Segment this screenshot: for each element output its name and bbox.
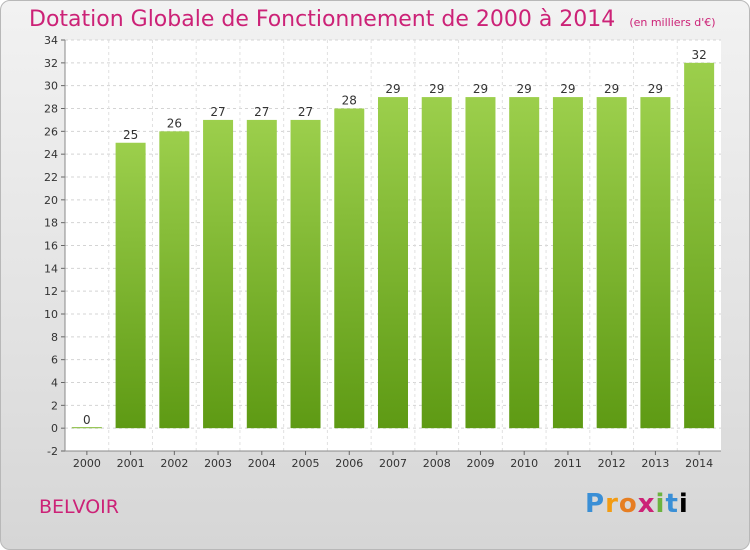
bar [115,142,146,429]
x-tick-label: 2004 [248,457,276,470]
bar [465,97,496,429]
logo-letter: t [665,489,679,519]
bar-value-label: 25 [123,128,138,142]
y-tick-label: -2 [47,445,58,458]
bar-value-label: 29 [648,82,663,96]
bar [421,97,452,429]
y-tick-label: 12 [44,285,58,298]
bar-value-label: 29 [385,82,400,96]
bar [596,97,627,429]
bar [684,62,715,429]
bar [246,119,277,429]
chart-title: Dotation Globale de Fonctionnement de 20… [29,7,716,32]
bar-value-label: 32 [691,48,706,62]
bar [203,119,234,429]
bar [71,427,102,429]
bar [159,131,190,429]
x-tick-label: 2005 [292,457,320,470]
x-tick-label: 2007 [379,457,407,470]
logo-letter: i [655,489,666,519]
x-tick-label: 2000 [73,457,101,470]
bar-value-label: 29 [429,82,444,96]
bar [378,97,408,429]
logo-letter: x [637,489,656,519]
y-tick-label: 30 [44,80,58,93]
logo-letter: r [605,489,619,519]
y-tick-label: 2 [51,399,58,412]
bar-value-label: 27 [254,105,269,119]
bar-value-label: 0 [83,413,91,427]
x-tick-label: 2011 [554,457,582,470]
y-tick-label: 32 [44,57,58,70]
y-tick-label: 24 [44,148,58,161]
x-tick-label: 2013 [641,457,669,470]
bar-value-label: 27 [298,105,313,119]
x-tick-label: 2006 [335,457,363,470]
bar-value-label: 26 [167,116,182,130]
x-tick-label: 2012 [598,457,626,470]
bar-value-label: 27 [210,105,225,119]
bar [334,108,365,429]
title-text: Dotation Globale de Fonctionnement de 20… [29,7,616,32]
bar-value-label: 29 [560,82,575,96]
bar [290,119,321,429]
logo-letter: o [618,489,638,519]
bar-value-label: 29 [473,82,488,96]
unit-note: (en milliers d'€) [629,16,716,29]
x-tick-label: 2003 [204,457,232,470]
logo-letter: P [585,489,606,519]
y-tick-label: 8 [51,331,58,344]
bar [509,97,540,429]
logo-letter: i [678,489,689,519]
y-tick-label: 14 [44,262,58,275]
y-tick-label: 0 [51,422,58,435]
bar-value-label: 29 [517,82,532,96]
x-tick-label: 2008 [423,457,451,470]
bar [640,97,671,429]
bar-value-label: 28 [342,94,357,108]
y-tick-label: 34 [44,34,58,47]
y-tick-label: 6 [51,354,58,367]
proxiti-logo: Proxiti [585,489,689,519]
x-tick-label: 2014 [685,457,713,470]
y-tick-label: 28 [44,103,58,116]
y-tick-label: 20 [44,194,58,207]
y-tick-label: 26 [44,125,58,138]
x-tick-label: 2010 [510,457,538,470]
commune-name: BELVOIR [39,496,119,518]
x-tick-label: 2002 [160,457,188,470]
bar-value-label: 29 [604,82,619,96]
y-tick-label: 10 [44,308,58,321]
bar [552,97,583,429]
y-tick-label: 22 [44,171,58,184]
y-tick-label: 18 [44,217,58,230]
x-tick-label: 2009 [466,457,494,470]
y-tick-label: 4 [51,377,58,390]
y-tick-label: 16 [44,240,58,253]
x-tick-label: 2001 [117,457,145,470]
